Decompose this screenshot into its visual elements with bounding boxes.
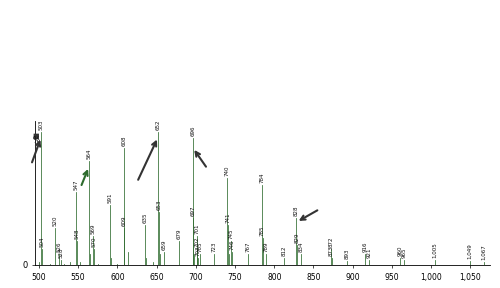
Text: 569: 569	[90, 223, 96, 234]
Text: 703: 703	[196, 246, 200, 256]
Text: 812: 812	[281, 246, 286, 256]
Text: 608: 608	[121, 135, 126, 146]
Text: 965: 965	[401, 247, 406, 258]
Text: 746: 746	[230, 239, 234, 250]
Text: 767: 767	[246, 242, 251, 252]
Text: 697: 697	[191, 206, 196, 216]
Text: 829: 829	[294, 232, 300, 243]
Text: 834: 834	[298, 242, 304, 252]
Text: 570: 570	[92, 236, 96, 247]
Text: %: %	[32, 137, 40, 145]
Text: 705: 705	[197, 242, 202, 252]
Text: 872: 872	[328, 236, 333, 247]
Text: 1,049: 1,049	[467, 243, 472, 259]
Text: 701: 701	[194, 223, 199, 234]
Text: 784: 784	[259, 173, 264, 183]
Text: 960: 960	[398, 246, 402, 256]
Text: 547: 547	[74, 179, 78, 190]
Text: 740: 740	[224, 166, 230, 176]
Text: 635: 635	[142, 213, 148, 223]
Text: 528: 528	[58, 247, 64, 258]
Text: 745: 745	[228, 228, 234, 239]
Text: 696: 696	[190, 126, 195, 136]
Text: 921: 921	[366, 247, 372, 258]
Text: 741: 741	[226, 213, 230, 223]
Text: 591: 591	[108, 192, 113, 203]
Text: 652: 652	[156, 119, 160, 130]
Text: 916: 916	[363, 242, 368, 252]
Text: 520: 520	[52, 215, 57, 226]
Text: 785: 785	[260, 226, 265, 236]
Text: 564: 564	[86, 148, 92, 159]
Text: 503: 503	[39, 119, 44, 130]
Text: 679: 679	[177, 228, 182, 239]
Text: 659: 659	[161, 239, 166, 250]
Text: ■: ■	[33, 133, 40, 139]
Text: 504: 504	[40, 236, 44, 247]
Text: 1,005: 1,005	[432, 242, 438, 258]
Text: 1,067: 1,067	[481, 245, 486, 260]
Text: 789: 789	[263, 242, 268, 252]
Text: 893: 893	[344, 249, 350, 259]
Text: 873: 873	[329, 246, 334, 256]
Text: 653: 653	[156, 199, 162, 210]
Text: 609: 609	[122, 215, 127, 226]
Text: 526: 526	[57, 242, 62, 252]
Text: 723: 723	[212, 242, 216, 252]
Text: 828: 828	[294, 206, 298, 216]
Text: 702: 702	[195, 236, 200, 247]
Text: 548: 548	[74, 228, 79, 239]
